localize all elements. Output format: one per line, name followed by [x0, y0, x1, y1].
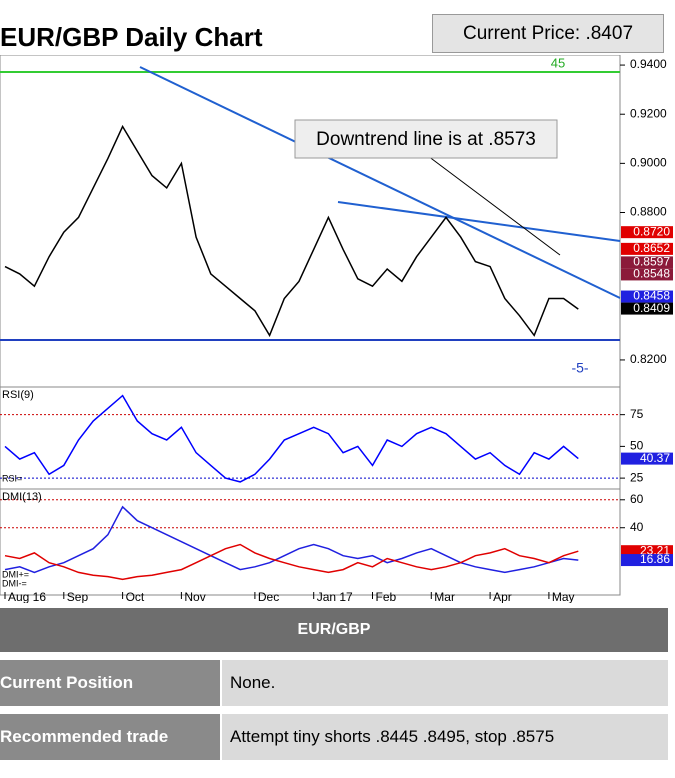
price-marker-label: 16.86: [640, 552, 670, 566]
price-marker-label: 23.21: [640, 543, 670, 557]
chart-title: EUR/GBP Daily Chart: [0, 22, 263, 52]
price-marker-label: 0.8597: [633, 255, 670, 269]
x-tick-label: Feb: [376, 590, 397, 603]
x-tick-label: Dec: [258, 590, 279, 603]
data-line: [4, 505, 579, 574]
price-marker-label: 0.8720: [633, 224, 670, 238]
price-marker: [621, 554, 673, 567]
y-tick-label: 25: [630, 470, 644, 484]
current-price: Current Price: .8407: [432, 14, 664, 53]
x-tick-label: Nov: [184, 590, 205, 603]
y-tick-label: 0.9400: [630, 57, 667, 71]
y-tick-label: 75: [630, 407, 644, 421]
price-marker: [621, 256, 673, 269]
row-value: Attempt tiny shorts .8445 .8495, stop .8…: [220, 714, 668, 760]
table-title: EUR/GBP: [0, 608, 668, 652]
annotation: Downtrend line is at .8573: [316, 129, 536, 150]
legend-entry: DMI-=: [2, 578, 27, 588]
trend-line: [337, 201, 621, 242]
y-tick-label: 0.8200: [630, 352, 667, 366]
x-tick-label: Oct: [126, 590, 145, 603]
legend-entry: RSI=: [2, 473, 22, 483]
y-tick-label: 40: [630, 520, 644, 534]
y-tick-label: 50: [630, 439, 644, 453]
price-marker-label: 0.8458: [633, 289, 670, 303]
x-tick-label: Mar: [434, 590, 455, 603]
price-marker: [621, 452, 673, 465]
price-marker-label: 40.37: [640, 451, 670, 465]
row-label: Current Position: [0, 660, 220, 706]
trade-table: EUR/GBP Current Position None. Recommende…: [0, 600, 668, 768]
downtrend-line: [139, 66, 621, 299]
price-marker-label: 0.8548: [633, 267, 670, 281]
price-marker-label: 0.8652: [633, 241, 670, 255]
y-tick-label: 0.9200: [630, 106, 667, 120]
x-tick-label: Apr: [493, 590, 512, 603]
x-tick-label: Sep: [67, 590, 89, 603]
data-line: [4, 543, 579, 581]
panel-title: DMI(13): [2, 491, 42, 503]
legend-entry: DMI+=: [2, 569, 29, 579]
row-value: None.: [220, 660, 668, 706]
price-marker: [621, 226, 673, 239]
data-line: [4, 394, 579, 483]
wave-label: -5-: [571, 360, 588, 376]
x-tick-label: May: [552, 590, 575, 603]
row-label: Recommended trade: [0, 714, 220, 760]
price-marker-label: 0.8409: [633, 301, 670, 315]
chart: Downtrend line is at .8573 Aug 16 Sep Oct N…: [0, 55, 673, 603]
data-line: [4, 124, 579, 338]
price-marker: [621, 302, 673, 315]
wave-label: 45: [551, 55, 565, 70]
y-tick-label: 60: [630, 492, 644, 506]
x-tick-label: Aug 16: [8, 590, 46, 603]
y-tick-label: 0.8800: [630, 205, 667, 219]
y-tick-label: 0.9000: [630, 156, 667, 170]
annotation-box: [294, 119, 558, 159]
panel-title: RSI(9): [2, 389, 34, 401]
price-marker: [621, 268, 673, 281]
annotation-pointer: [419, 149, 561, 256]
x-tick-label: Jan 17: [317, 590, 353, 603]
price-marker: [621, 290, 673, 303]
price-marker: [621, 242, 673, 255]
